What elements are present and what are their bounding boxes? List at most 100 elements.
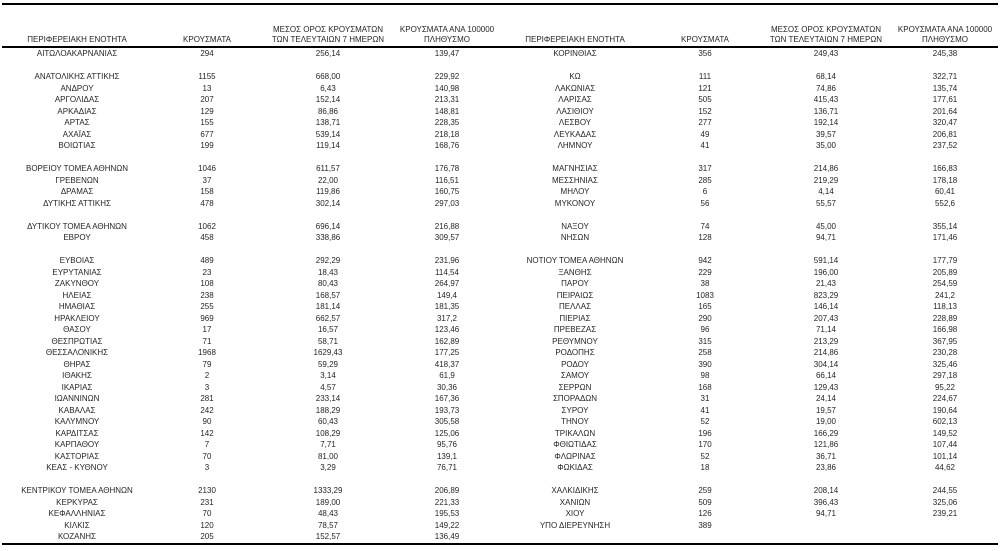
cell-avg-7day: 192,14 [813, 118, 839, 127]
cell-per-100k: 201,64 [932, 106, 958, 116]
cell-cases: 170 [698, 440, 712, 449]
cell-cases: 277 [698, 118, 712, 127]
cell-region: ΙΩΑΝΝΙΝΩΝ [54, 394, 100, 403]
cell-region: ΕΥΡΥΤΑΝΙΑΣ [52, 267, 102, 277]
cell-per-100k: 245,38 [932, 49, 958, 58]
cell-per-100k: 149,22 [434, 520, 460, 530]
cell-region [500, 244, 650, 256]
cell-per-100k: 177,25 [434, 348, 460, 357]
cell-cases: 290 [698, 313, 712, 323]
cell-cases: 165 [698, 302, 712, 311]
cell-region: ΦΩΚΙΔΑΣ [557, 463, 593, 472]
table-row: ΗΜΑΘΙΑΣ 255 181,14 181,35 ΠΕΛΛΑΣ 165 146,14 118… [2, 301, 998, 313]
cell-per-100k: 224,67 [932, 394, 958, 403]
column-header-per-100k: ΚΡΟΥΣΜΑΤΑ ΑΝΑ 100000 ΠΛΗΘΥΣΜΟ [394, 5, 500, 48]
cell-avg-7day: 1333,29 [313, 486, 343, 495]
cell-cases: 120 [200, 520, 214, 530]
cell-per-100k: 230,28 [932, 348, 958, 357]
cell-avg-7day: 207,43 [813, 313, 839, 323]
cell-cases: 152 [698, 106, 712, 116]
table-header: ΠΕΡΙΦΕΡΕΙΑΚΗ ΕΝΟΤΗΤΑ ΚΡΟΥΣΜΑΤΑ ΜΕΣΟΣ ΟΡΟΣ … [2, 5, 998, 48]
cell-region: ΧΑΛΚΙΔΙΚΗΣ [551, 486, 599, 495]
table-row: ΑΡΚΑΔΙΑΣ 129 86,86 148,81 ΛΑΣΙΘΙΟΥ 152 136,71 2… [2, 106, 998, 118]
cell-cases: 142 [200, 428, 214, 438]
cell-per-100k [394, 244, 500, 256]
cell-avg-7day: 19,00 [815, 417, 837, 426]
cell-avg-7day: 121,86 [813, 440, 839, 449]
cell-cases: 205 [200, 532, 214, 541]
table-body: ΑΙΤΩΛΟΑΚΑΡΝΑΝΙΑΣ 294 256,14 139,47 ΚΟΡΙΝΘΙΑΣ… [2, 47, 998, 544]
cell-avg-7day: 129,43 [813, 382, 839, 392]
regional-cases-table: ΠΕΡΙΦΕΡΕΙΑΚΗ ΕΝΟΤΗΤΑ ΚΡΟΥΣΜΑΤΑ ΜΕΣΟΣ ΟΡΟΣ … [2, 5, 998, 545]
cell-avg-7day: 214,86 [813, 164, 839, 173]
cell-avg-7day: 3,29 [320, 463, 336, 472]
cell-region [2, 209, 152, 221]
cell-per-100k: 114,54 [435, 267, 459, 277]
cell-region: ΠΕΛΛΑΣ [558, 302, 592, 311]
cell-per-100k: 166,83 [932, 164, 958, 173]
cell-avg-7day [262, 60, 394, 72]
cell-cases: 52 [700, 417, 710, 426]
cell-region: ΛΕΣΒΟΥ [558, 118, 592, 127]
cell-cases: 31 [700, 394, 710, 403]
cell-cases: 98 [700, 371, 710, 380]
cell-per-100k: 60,41 [934, 187, 956, 196]
cell-region [500, 152, 650, 164]
table-row: ΗΛΕΙΑΣ 238 168,57 149,4 ΠΕΙΡΑΙΩΣ 1083 823,29 24… [2, 290, 998, 302]
table-row: ΚΕΝΤΡΙΚΟΥ ΤΟΜΕΑ ΑΘΗΝΩΝ 2130 1333,29 206,89 Χ… [2, 485, 998, 497]
cell-region: ΜΗΛΟΥ [560, 187, 590, 196]
cell-cases: 505 [698, 95, 712, 104]
cell-region: ΚΑΒΑΛΑΣ [58, 405, 96, 415]
table-row [2, 244, 998, 256]
cell-avg-7day: 21,43 [815, 279, 837, 288]
cell-region: ΜΕΣΣΗΝΙΑΣ [552, 175, 598, 185]
cell-per-100k: 297,03 [434, 198, 460, 208]
cell-cases: 458 [200, 233, 214, 242]
cell-per-100k: 320,47 [932, 118, 958, 127]
cell-cases: 258 [698, 348, 712, 357]
cell-region: ΞΑΝΘΗΣ [558, 267, 592, 277]
cell-region [2, 152, 152, 164]
cell-per-100k: 229,92 [434, 72, 460, 81]
table-row: ΑΡΓΟΛΙΔΑΣ 207 152,14 213,31 ΛΑΡΙΣΑΣ 505 415,43… [2, 94, 998, 106]
cell-region: ΤΡΙΚΑΛΩΝ [554, 428, 596, 438]
cell-avg-7day: 668,00 [315, 72, 341, 81]
cell-per-100k: 206,81 [932, 129, 958, 139]
cell-avg-7day: 6,43 [320, 83, 336, 93]
cell-cases: 390 [698, 359, 712, 369]
column-header-regional-unit: ΠΕΡΙΦΕΡΕΙΑΚΗ ΕΝΟΤΗΤΑ [2, 5, 152, 48]
cell-per-100k: 305,58 [434, 417, 460, 426]
cell-cases: 74 [700, 221, 710, 231]
cell-per-100k: 264,97 [434, 279, 460, 288]
cell-cases: 56 [700, 198, 710, 208]
cell-region: ΙΚΑΡΙΑΣ [61, 382, 93, 392]
cell-avg-7day: 304,14 [813, 359, 839, 369]
table-row: ΙΚΑΡΙΑΣ 3 4,57 30,36 ΣΕΡΡΩΝ 168 129,43 95,22 [2, 382, 998, 394]
cell-cases [650, 244, 760, 256]
cell-per-100k: 160,75 [434, 187, 460, 196]
column-header-avg-7day: ΜΕΣΟΣ ΟΡΟΣ ΚΡΟΥΣΜΑΤΩΝ ΤΩΝ ΤΕΛΕΥΤΑΙΩΝ 7 Η… [760, 5, 892, 48]
cell-region: ΒΟΡΕΙΟΥ ΤΟΜΕΑ ΑΘΗΝΩΝ [25, 164, 129, 173]
cell-region: ΔΥΤΙΚΗΣ ΑΤΤΙΚΗΣ [43, 198, 111, 208]
cell-avg-7day: 66,14 [815, 371, 837, 380]
table-row: ΚΑΛΥΜΝΟΥ 90 60,43 305,58 ΤΗΝΟΥ 52 19,00 602,13 [2, 416, 998, 428]
cell-avg-7day: 166,29 [813, 428, 839, 438]
cell-per-100k [892, 244, 998, 256]
cell-cases: 111 [698, 72, 712, 81]
cell-region: ΚΑΡΠΑΘΟΥ [54, 440, 100, 449]
cell-avg-7day: 214,86 [813, 348, 839, 357]
cell-avg-7day: 23,86 [815, 463, 837, 472]
cell-cases: 207 [200, 95, 214, 104]
cell-cases: 38 [700, 279, 710, 288]
cell-per-100k [892, 531, 998, 544]
cell-per-100k: 139,1 [436, 451, 458, 461]
cell-region: ΛΑΡΙΣΑΣ [558, 95, 592, 104]
cell-per-100k: 149,4 [436, 290, 458, 300]
cell-region: ΗΜΑΘΙΑΣ [58, 302, 96, 311]
cell-avg-7day: 81,00 [317, 451, 339, 461]
cell-region: ΘΗΡΑΣ [63, 359, 91, 369]
cell-region [2, 244, 152, 256]
cell-per-100k: 148,81 [434, 106, 460, 116]
cell-avg-7day [760, 474, 892, 486]
cell-per-100k: 325,06 [932, 497, 958, 507]
